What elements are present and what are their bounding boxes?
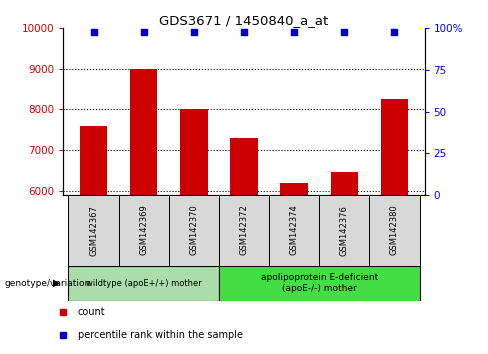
Bar — [219, 266, 420, 301]
Bar — [369, 195, 420, 266]
Text: GSM142376: GSM142376 — [340, 205, 349, 256]
Text: ▶: ▶ — [53, 278, 60, 288]
Bar — [130, 69, 158, 195]
Point — [290, 29, 298, 34]
Bar — [180, 109, 207, 195]
Bar — [119, 195, 169, 266]
Text: count: count — [78, 307, 105, 318]
Text: genotype/variation: genotype/variation — [5, 279, 91, 288]
Title: GDS3671 / 1450840_a_at: GDS3671 / 1450840_a_at — [160, 14, 328, 27]
Text: apolipoprotein E-deficient
(apoE-/-) mother: apolipoprotein E-deficient (apoE-/-) mot… — [261, 274, 378, 293]
Bar — [230, 138, 258, 195]
Text: GSM142372: GSM142372 — [240, 205, 248, 256]
Text: wildtype (apoE+/+) mother: wildtype (apoE+/+) mother — [86, 279, 202, 288]
Point — [390, 29, 398, 34]
Text: GSM142370: GSM142370 — [189, 205, 198, 256]
Bar — [381, 99, 408, 195]
Point — [90, 29, 98, 34]
Bar — [281, 183, 308, 195]
Text: GSM142374: GSM142374 — [290, 205, 299, 256]
Text: GSM142380: GSM142380 — [390, 205, 399, 256]
Text: GSM142369: GSM142369 — [139, 205, 148, 256]
Point — [240, 29, 248, 34]
Bar — [269, 195, 319, 266]
Bar — [219, 195, 269, 266]
Point — [341, 29, 348, 34]
Text: percentile rank within the sample: percentile rank within the sample — [78, 330, 243, 341]
Bar — [330, 172, 358, 195]
Bar — [169, 195, 219, 266]
Point — [140, 29, 147, 34]
Bar — [68, 266, 219, 301]
Point — [190, 29, 198, 34]
Bar — [319, 195, 369, 266]
Bar — [68, 195, 119, 266]
Text: GSM142367: GSM142367 — [89, 205, 98, 256]
Bar — [80, 126, 107, 195]
